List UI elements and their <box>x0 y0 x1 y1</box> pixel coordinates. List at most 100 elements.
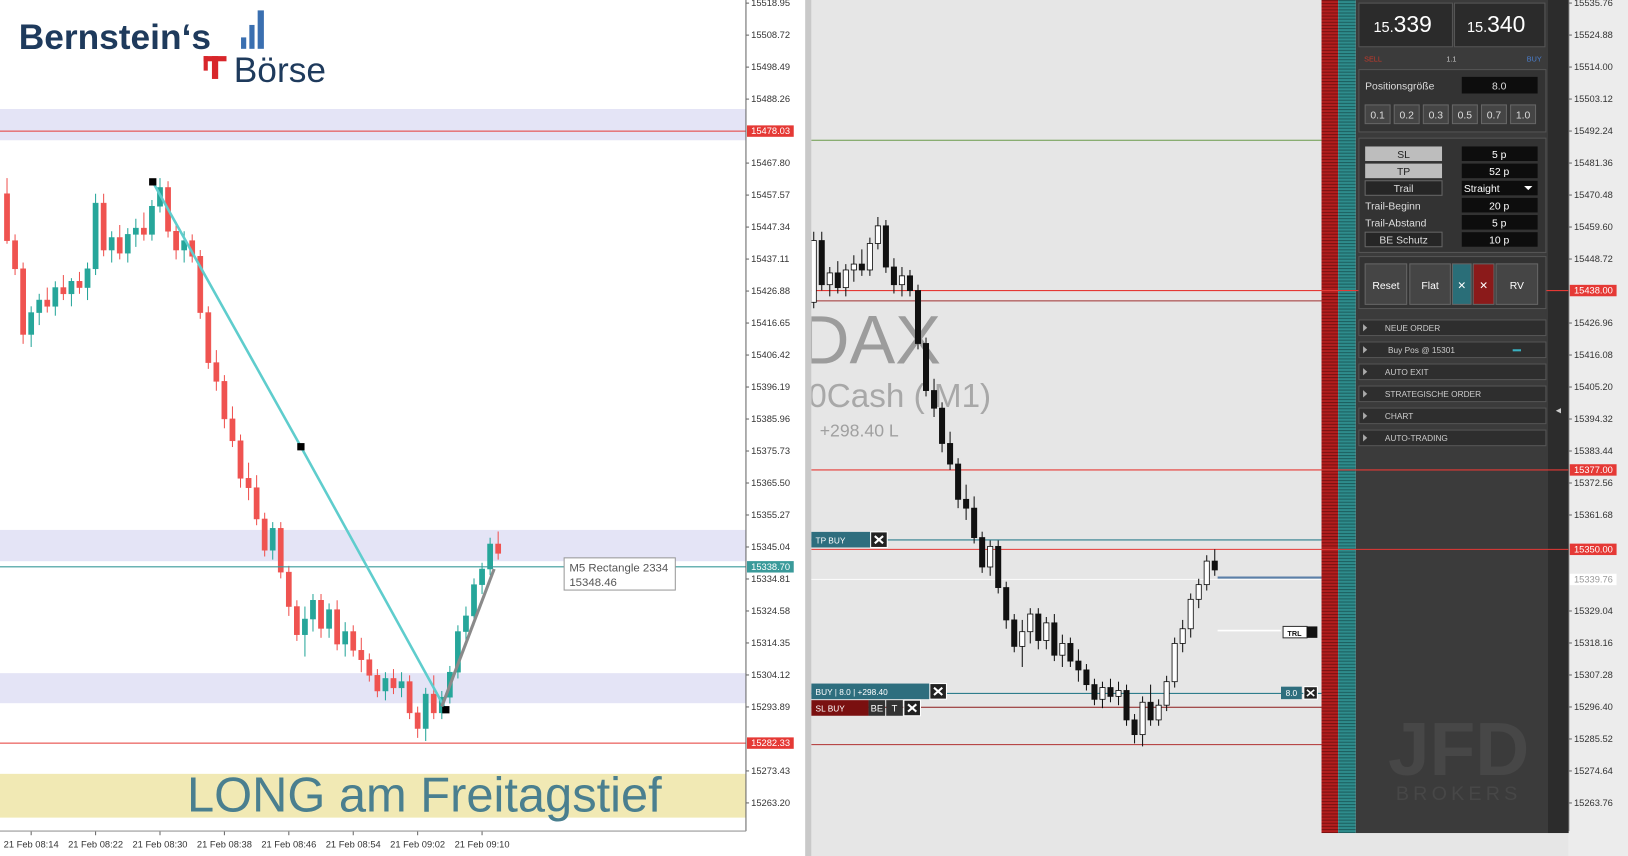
risk-button[interactable] <box>1364 231 1443 248</box>
candle-body <box>1051 622 1058 656</box>
candle-body <box>487 543 493 570</box>
t-button[interactable] <box>886 700 903 716</box>
right-axis: 15535.76 15524.88 15514.00 15503.12 15492.24… <box>1568 0 1617 832</box>
risk-value: 5 p <box>1492 218 1507 229</box>
size-button[interactable] <box>1393 104 1420 125</box>
candle-body <box>1083 669 1090 686</box>
candle-body <box>398 681 405 689</box>
size-tag[interactable] <box>1280 686 1302 700</box>
size-button[interactable] <box>1510 104 1537 125</box>
menu-row[interactable] <box>1358 363 1547 381</box>
menu-arrow <box>1363 390 1368 398</box>
candle-body <box>390 678 397 689</box>
size-button-label: 0.1 <box>1370 110 1385 121</box>
y-tick-label: 15296.40 <box>1574 702 1613 712</box>
candle-body <box>358 650 365 660</box>
risk-input[interactable] <box>1461 180 1538 196</box>
price-tag <box>1569 464 1617 476</box>
y-tick-label: 15448.72 <box>1574 254 1613 264</box>
tp-tag[interactable] <box>811 531 871 548</box>
bid-big: 339 <box>1394 11 1432 37</box>
y-tick-label: 15416.08 <box>1574 350 1613 360</box>
y-tick-label: 15467.80 <box>751 158 790 168</box>
candle-body <box>237 440 244 479</box>
size-button[interactable] <box>1422 104 1449 125</box>
bid-box[interactable] <box>1358 2 1453 48</box>
candle-body <box>1059 643 1066 656</box>
candle-body <box>277 528 284 573</box>
size-button-label: 0.3 <box>1429 110 1444 121</box>
y-tick-label: 15293.89 <box>751 702 790 712</box>
buy-tag[interactable] <box>811 683 930 700</box>
menu-row[interactable] <box>1358 407 1547 425</box>
y-tick-label: 15394.32 <box>1574 414 1613 424</box>
risk-input[interactable] <box>1461 197 1538 213</box>
ask-box[interactable] <box>1453 2 1546 48</box>
risk-button[interactable] <box>1365 163 1443 179</box>
action-label: ✕ <box>1479 281 1488 292</box>
risk-input[interactable] <box>1461 146 1538 162</box>
risk-button[interactable] <box>1365 146 1443 162</box>
spread: 1.1 <box>1446 54 1456 63</box>
trend-handle[interactable] <box>442 706 450 714</box>
action-button[interactable] <box>1451 263 1472 305</box>
candle-body <box>906 275 913 291</box>
y-tick-label: 15304.12 <box>751 670 790 680</box>
candle-body <box>1195 584 1202 600</box>
candle-body <box>455 631 461 673</box>
buy-label: BUY <box>1527 54 1542 63</box>
y-tick-label: 15503.12 <box>1574 94 1613 104</box>
panel-scrollbar[interactable] <box>1548 0 1569 834</box>
broker-logo: JFD <box>1388 707 1529 791</box>
trend-handle[interactable] <box>297 443 305 451</box>
action-label: Reset <box>1372 281 1399 292</box>
logo-t <box>203 56 208 71</box>
y-tick-label: 15459.60 <box>1574 222 1613 232</box>
candle-body <box>1163 681 1170 706</box>
candle-body <box>1043 622 1050 641</box>
helper-line <box>440 568 496 708</box>
price-tag <box>1569 284 1617 297</box>
menu-row[interactable] <box>1358 319 1547 337</box>
menu-row[interactable] <box>1358 341 1547 359</box>
candle-body <box>100 202 107 251</box>
ask-price: 15.340 <box>1467 11 1525 37</box>
action-button[interactable] <box>1495 263 1539 305</box>
y-tick-label: 15324.58 <box>751 606 790 616</box>
risk-input[interactable] <box>1461 232 1538 247</box>
size-button[interactable] <box>1451 104 1478 125</box>
candle-body <box>914 290 922 344</box>
size-button-label: 0.5 <box>1458 110 1473 121</box>
trend-handle[interactable] <box>149 178 157 186</box>
risk-input[interactable] <box>1461 163 1538 179</box>
candle-body <box>1067 643 1074 662</box>
be-button[interactable] <box>868 700 886 716</box>
size-input[interactable] <box>1461 76 1538 94</box>
size-button[interactable] <box>1364 104 1391 125</box>
action-button[interactable] <box>1472 263 1495 305</box>
candle-body <box>108 237 115 251</box>
separator <box>805 0 812 856</box>
ask-big: 340 <box>1487 11 1525 37</box>
y-tick-label: 15524.88 <box>1574 30 1613 40</box>
menu-row[interactable] <box>1358 429 1547 447</box>
x-tick-label: 21 Feb 08:38 <box>197 840 252 850</box>
candle-body <box>197 256 204 313</box>
action-button[interactable] <box>1409 263 1451 305</box>
menu-row[interactable] <box>1358 385 1547 403</box>
y-tick-label: 15383.44 <box>1574 446 1613 456</box>
risk-label: Trail-Abstand <box>1365 218 1427 229</box>
action-button[interactable] <box>1364 263 1408 305</box>
candle-body <box>294 606 300 635</box>
annotation: LONG am Freitagstief <box>187 768 662 822</box>
risk-input[interactable] <box>1461 215 1538 230</box>
collapse-arrow[interactable]: ◂ <box>1556 405 1561 416</box>
candle-body <box>20 268 26 335</box>
x-tick-label: 21 Feb 08:22 <box>68 840 123 850</box>
tp-label: TP BUY <box>816 535 846 545</box>
risk-button[interactable] <box>1364 180 1443 196</box>
candle-body <box>245 478 252 488</box>
y-tick-label: 15365.50 <box>751 478 790 488</box>
sl-tag[interactable] <box>811 700 869 716</box>
size-button[interactable] <box>1480 104 1507 125</box>
